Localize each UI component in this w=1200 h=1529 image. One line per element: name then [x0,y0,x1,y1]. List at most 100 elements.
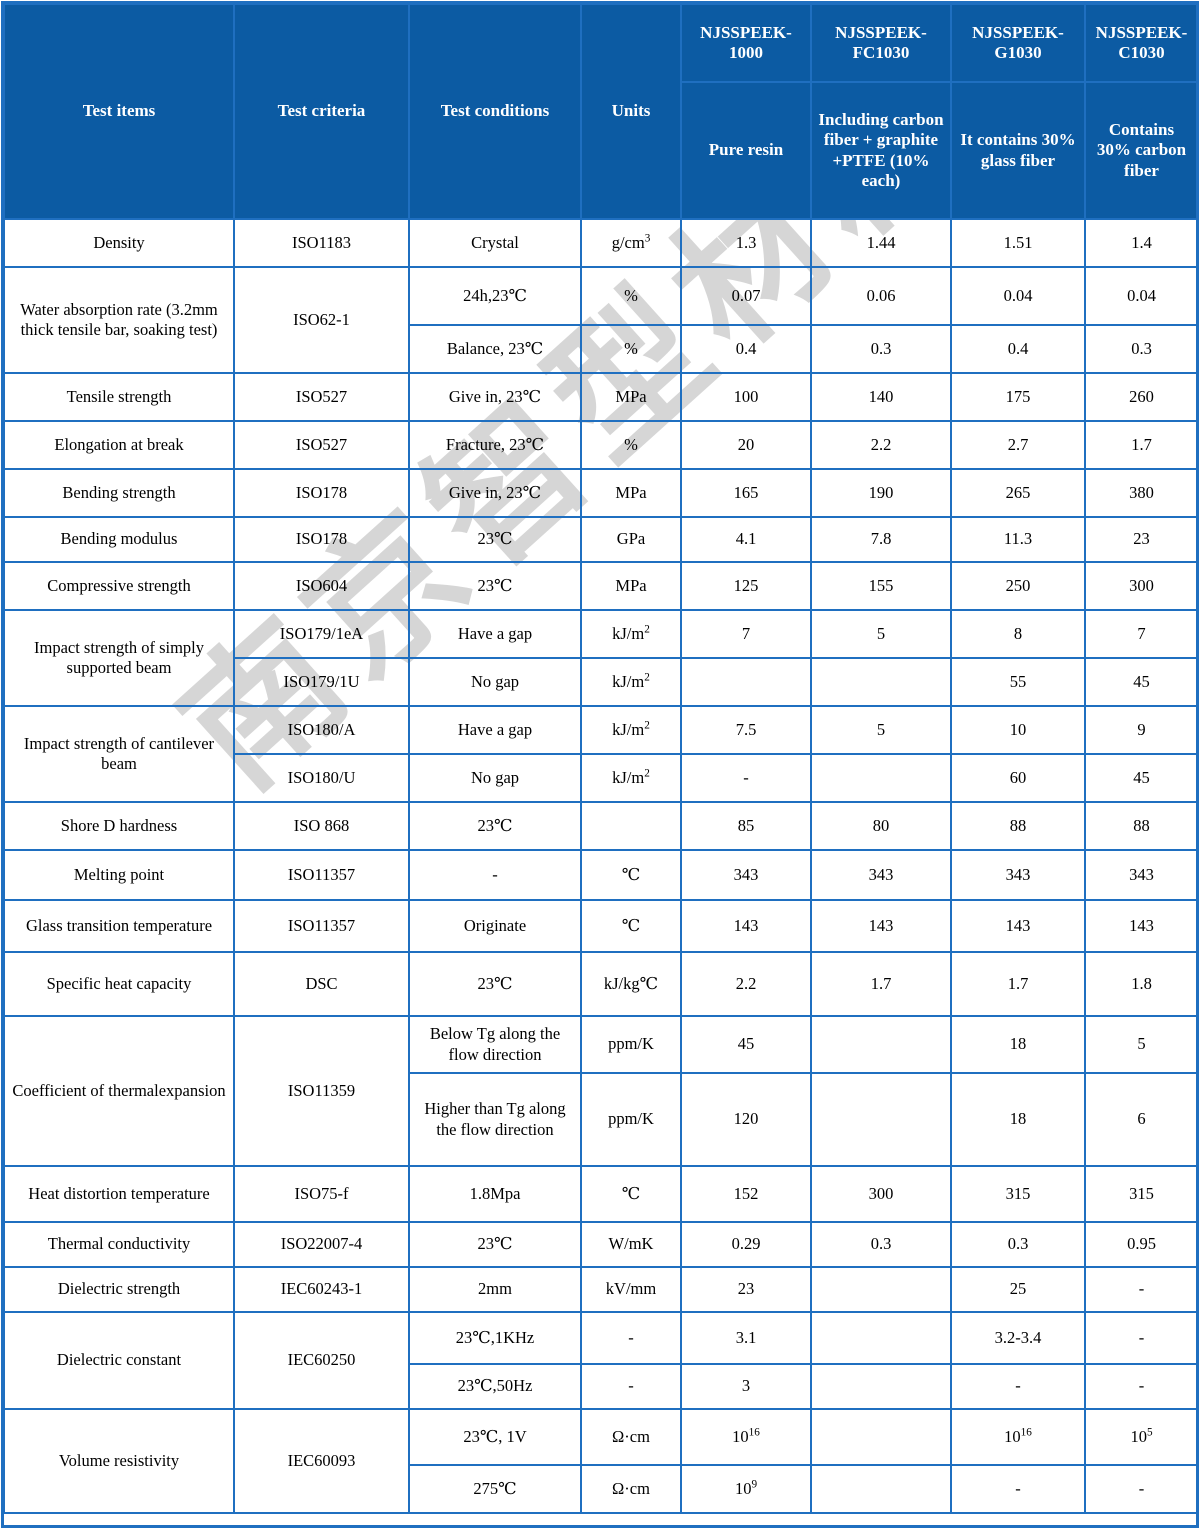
cell-unit: ppm/K [580,1015,682,1074]
cell-value-product-4: 143 [1084,899,1199,953]
cell-value-product-2: 1.44 [810,218,952,268]
cell-value-product-4: 300 [1084,561,1199,611]
cell-test-criteria: IEC60250 [233,1311,410,1410]
cell-value-product-2: 80 [810,801,952,851]
cell-test-item: Shore D hardness [3,801,235,851]
table-row: Volume resistivity IEC60093 23℃, 1V Ω·cm 101… [3,1408,1199,1514]
cell-value-product-1: 109 [680,1464,812,1514]
cell-test-criteria: ISO1183 [233,218,410,268]
header-product-1-name: NJSSPEEK-1000 [680,3,812,83]
cell-value-product-2: 155 [810,561,952,611]
header-product-2-name: NJSSPEEK-FC1030 [810,3,952,83]
cell-test-condition: 23℃,1KHz [408,1311,582,1365]
cell-test-item: Heat distortion temperature [3,1165,235,1223]
cell-value-product-1: 45 [680,1015,812,1074]
cell-value-product-3: 0.3 [950,1221,1086,1268]
cell-test-condition: 23℃,50Hz [408,1363,582,1410]
cell-value-product-4: 45 [1084,657,1199,707]
cell-value-product-3: 10 [950,705,1086,755]
cell-test-condition: 275℃ [408,1464,582,1514]
cell-value-product-3: 8 [950,609,1086,659]
cell-value-product-4: 0.04 [1084,266,1199,326]
cell-unit: - [580,1311,682,1365]
cell-value-product-3: 143 [950,899,1086,953]
cell-test-condition: 23℃, 1V [408,1408,582,1466]
table-row: Shore D hardness ISO 868 23℃ 85 80 88 88 [3,801,1199,851]
cell-value-product-3: 18 [950,1072,1086,1167]
cell-unit: MPa [580,372,682,422]
cell-test-criteria: ISO178 [233,468,410,518]
cell-test-item: Specific heat capacity [3,951,235,1017]
cell-test-item: Tensile strength [3,372,235,422]
cell-value-product-3: - [950,1363,1086,1410]
table-row: Glass transition temperature ISO11357 Orig… [3,899,1199,953]
cell-test-criteria: DSC [233,951,410,1017]
cell-value-product-1: 4.1 [680,516,812,563]
cell-test-criteria: IEC60243-1 [233,1266,410,1313]
cell-test-criteria: ISO 868 [233,801,410,851]
table-row: Coefficient of thermalexpansion ISO11359 B… [3,1015,1199,1167]
table-row: Density ISO1183 Crystal g/cm3 1.3 1.44 1.51 1.4 [3,218,1199,268]
cell-value-product-1: 165 [680,468,812,518]
cell-value-product-4: 7 [1084,609,1199,659]
cell-value-product-2: 190 [810,468,952,518]
cell-value-product-1: 0.29 [680,1221,812,1268]
cell-value-product-1: 7 [680,609,812,659]
cell-value-product-4: 45 [1084,753,1199,803]
cell-test-item: Compressive strength [3,561,235,611]
cell-test-criteria: IEC60093 [233,1408,410,1514]
cell-value-product-1: 143 [680,899,812,953]
header-test-items: Test items [3,3,235,220]
cell-test-criteria: ISO11359 [233,1015,410,1167]
cell-value-product-1: 1.3 [680,218,812,268]
cell-unit: W/mK [580,1221,682,1268]
cell-value-product-1: 152 [680,1165,812,1223]
cell-value-product-2 [810,657,952,707]
cell-test-criteria: ISO22007-4 [233,1221,410,1268]
cell-test-condition: Below Tg along the flow direction [408,1015,582,1074]
cell-value-product-4: 260 [1084,372,1199,422]
table-row: Balance, 23℃% 0.4 0.3 0.4 0.3 [4,324,1199,374]
cell-test-condition: Have a gap [408,705,582,755]
cell-value-product-3: 250 [950,561,1086,611]
cell-test-condition: 23℃ [408,516,582,563]
cell-value-product-4: 0.3 [1084,324,1199,374]
cell-value-product-1: 23 [680,1266,812,1313]
cell-value-product-4: - [1084,1266,1199,1313]
cell-value-product-1: 3 [680,1363,812,1410]
header-product-4-desc: Contains 30% carbon fiber [1084,81,1199,220]
cell-value-product-3: - [950,1464,1086,1514]
cell-unit: kJ/m2 [580,609,682,659]
cell-test-criteria: ISO527 [233,372,410,422]
cell-value-product-4: 1.8 [1084,951,1199,1017]
cell-value-product-1: 0.4 [680,324,812,374]
cell-value-product-2 [810,1363,952,1410]
cell-unit: kJ/m2 [580,753,682,803]
cell-value-product-4: 5 [1084,1015,1199,1074]
cell-value-product-2: 2.2 [810,420,952,470]
header-row: Test items Test criteria Test conditions… [3,3,1199,220]
cell-unit: % [580,420,682,470]
cell-value-product-4: - [1084,1464,1199,1514]
cell-test-item: Glass transition temperature [3,899,235,953]
cell-test-condition: Higher than Tg along the flow direction [408,1072,582,1167]
cell-unit: ℃ [580,849,682,901]
cell-test-condition: 1.8Mpa [408,1165,582,1223]
table-row: Bending modulus ISO178 23℃ GPa 4.1 7.8 11.3 23 [3,516,1199,563]
cell-value-product-2: 143 [810,899,952,953]
cell-test-criteria: ISO527 [233,420,410,470]
cell-value-product-3: 3.2-3.4 [950,1311,1086,1365]
cell-unit: % [580,324,682,374]
cell-test-item: Coefficient of thermalexpansion [3,1015,235,1167]
cell-unit: kJ/m2 [580,705,682,755]
cell-value-product-1: 85 [680,801,812,851]
cell-unit: kJ/m2 [580,657,682,707]
table-row: Dielectric strength IEC60243-1 2mm kV/mm 23 2… [3,1266,1199,1313]
cell-test-condition: Balance, 23℃ [408,324,582,374]
cell-test-condition: 23℃ [408,1221,582,1268]
cell-value-product-1: 120 [680,1072,812,1167]
cell-test-condition: Crystal [408,218,582,268]
header-product-1-desc: Pure resin [680,81,812,220]
cell-value-product-4: 23 [1084,516,1199,563]
cell-value-product-4: 88 [1084,801,1199,851]
